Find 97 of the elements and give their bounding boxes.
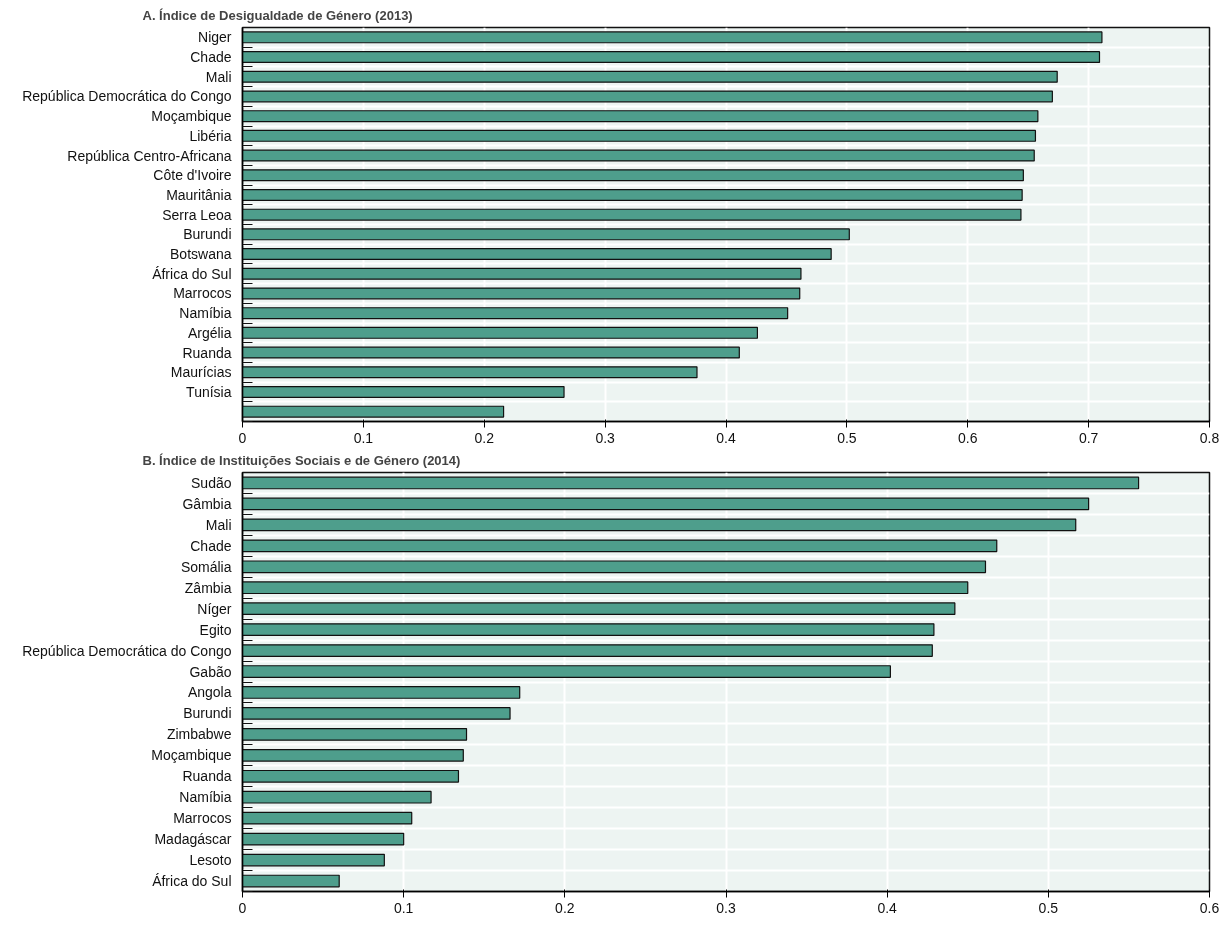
- y-tick-label: Marrocos: [173, 810, 232, 827]
- bar: [242, 665, 891, 678]
- bar: [242, 518, 1077, 532]
- y-tick-label: Gabão: [189, 663, 232, 680]
- x-tick-label: 0.7: [1078, 429, 1099, 446]
- y-tick-label: Madagáscar: [154, 831, 232, 848]
- y-tick-label: Egito: [199, 621, 232, 638]
- y-tick-label: Burundi: [183, 705, 232, 722]
- bar: [242, 790, 432, 804]
- y-tick-label: República Democrática do Congo: [22, 642, 232, 659]
- y-tick-label: Namíbia: [179, 305, 232, 322]
- bar: [242, 811, 413, 825]
- y-tick-label: Mali: [205, 516, 232, 533]
- bar: [242, 287, 801, 300]
- bar: [242, 169, 1024, 182]
- x-tick-label: 0.6: [1199, 899, 1220, 916]
- y-tick-label: Zimbabwe: [166, 726, 232, 743]
- bar: [242, 476, 1140, 490]
- x-tick-label: 0.4: [716, 429, 736, 446]
- y-tick-label: Sudão: [191, 474, 232, 491]
- bar: [242, 228, 850, 241]
- y-tick-label: Ruanda: [182, 344, 232, 361]
- x-tick-label: 0.2: [555, 899, 575, 916]
- y-tick-label: Libéria: [189, 127, 232, 144]
- x-tick-label: 0.3: [595, 429, 616, 446]
- bar: [242, 560, 987, 574]
- bar: [242, 748, 464, 762]
- bar: [242, 497, 1090, 511]
- bar: [242, 728, 468, 741]
- y-tick-label: Côte d'Ivoire: [153, 167, 232, 184]
- x-tick-label: 0.3: [716, 899, 736, 916]
- bar: [242, 307, 789, 320]
- y-tick-label: Niger: [198, 29, 232, 46]
- bar: [242, 769, 460, 783]
- y-tick-label: Namíbia: [179, 789, 232, 806]
- y-tick-label: Serra Leoa: [162, 206, 232, 223]
- bar: [242, 129, 1037, 142]
- bar: [242, 874, 340, 888]
- bar: [242, 405, 505, 418]
- y-tick-label: Chade: [190, 49, 232, 66]
- y-tick-label: África do Sul: [152, 265, 232, 282]
- bar: [242, 366, 698, 379]
- y-tick-label: Ruanda: [182, 768, 232, 785]
- x-tick-label: 0.1: [353, 429, 374, 446]
- y-tick-label: Moçambique: [151, 747, 232, 764]
- bar: [242, 346, 740, 359]
- x-tick-label: 0.2: [474, 429, 495, 446]
- x-tick-label: 0.8: [1199, 429, 1220, 446]
- bar: [242, 539, 998, 553]
- y-tick-label: Zâmbia: [184, 579, 232, 596]
- y-tick-label: República Centro-Africana: [67, 147, 232, 164]
- y-tick-label: Mali: [205, 68, 232, 85]
- bar: [242, 581, 969, 595]
- x-tick-label: 0.6: [958, 429, 978, 446]
- bar: [242, 188, 1023, 201]
- x-tick-label: 0: [238, 429, 247, 446]
- bar: [242, 208, 1022, 221]
- y-tick-label: Gâmbia: [182, 495, 232, 512]
- bar: [242, 267, 802, 280]
- y-tick-label: Lesoto: [189, 852, 232, 869]
- x-tick-label: 0.5: [1038, 899, 1059, 916]
- bar: [242, 832, 405, 846]
- y-tick-label: Mauritânia: [166, 186, 232, 203]
- x-tick-label: 0.5: [837, 429, 857, 446]
- bar: [242, 31, 1103, 44]
- y-tick-label: República Democrática do Congo: [22, 88, 232, 105]
- x-tick-label: 0: [238, 899, 247, 916]
- x-tick-label: 0.1: [393, 899, 414, 916]
- bar: [242, 248, 832, 261]
- y-tick-label: Botswana: [170, 246, 232, 263]
- y-tick-label: Moçambique: [151, 108, 232, 125]
- bar: [242, 149, 1035, 162]
- y-tick-label: Angola: [187, 684, 232, 701]
- y-tick-label: Chade: [190, 537, 232, 554]
- y-tick-label: Somália: [180, 558, 232, 575]
- bar: [242, 623, 935, 636]
- y-tick-label: Maurícias: [170, 364, 232, 381]
- x-tick-label: 0.4: [877, 899, 898, 916]
- y-tick-label: Argélia: [187, 324, 232, 341]
- y-tick-label: Tunísia: [186, 383, 232, 400]
- y-tick-label: África do Sul: [152, 873, 232, 890]
- bar: [242, 644, 933, 657]
- chart-title: B. Índice de Instituições Sociais e de Género (2014): [142, 452, 461, 468]
- chart-title: A. Índice de Desigualdade de Género (2013): [142, 7, 413, 23]
- bar: [242, 90, 1053, 103]
- y-tick-label: Burundi: [183, 226, 232, 243]
- bar: [242, 686, 521, 699]
- bar: [242, 385, 565, 398]
- bar: [242, 326, 759, 339]
- bar: [242, 110, 1039, 123]
- y-tick-label: Níger: [197, 600, 232, 617]
- bar: [242, 853, 385, 867]
- bar: [242, 51, 1101, 64]
- y-tick-label: Marrocos: [173, 285, 232, 302]
- bar: [242, 602, 956, 616]
- bar: [242, 707, 511, 720]
- bar: [242, 70, 1058, 83]
